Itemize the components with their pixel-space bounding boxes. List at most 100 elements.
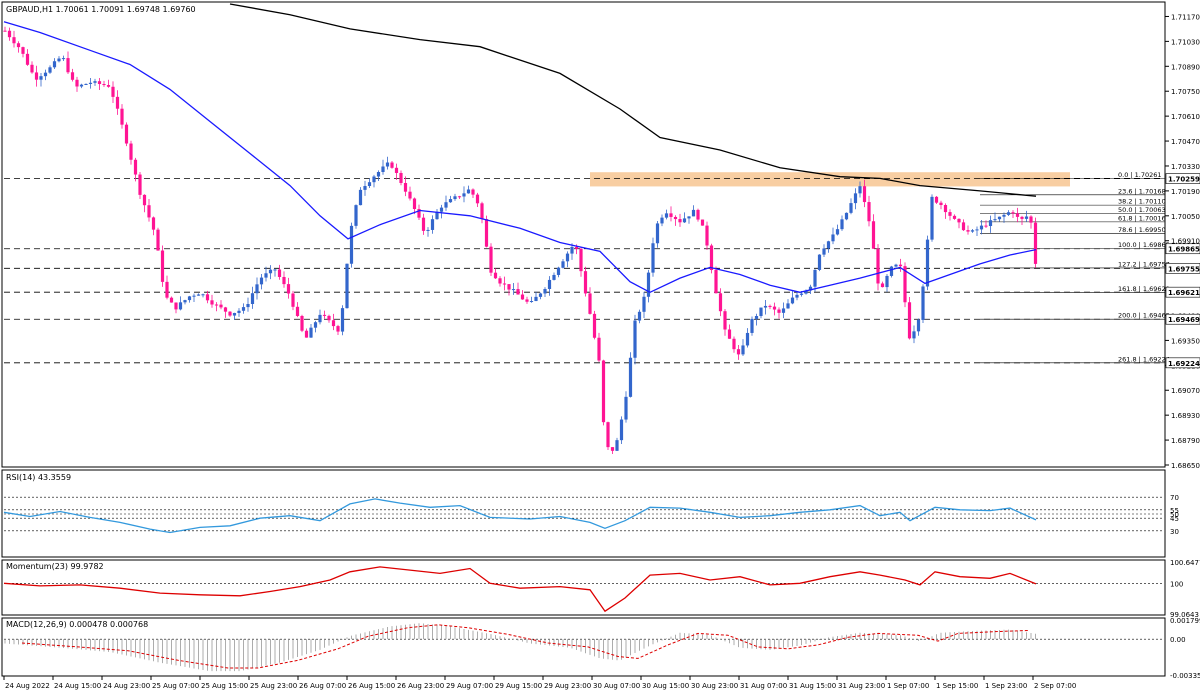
candle-bull [687, 216, 691, 219]
candle-bull [849, 203, 853, 213]
rsi-tick-label: 30 [1170, 528, 1179, 536]
momentum-tick-label: 100 [1170, 580, 1183, 588]
time-tick-label: 24 Aug 2022 [5, 682, 50, 690]
candle-bear [457, 196, 462, 198]
macd-indicator: 0.001799 0.00 -0.003359 [4, 617, 1200, 680]
time-tick-label: 25 Aug 23:00 [250, 682, 297, 690]
candle-bull [52, 61, 57, 68]
candle-bear [966, 230, 970, 232]
candle-bear [876, 248, 880, 284]
candlesticks [3, 26, 1038, 455]
candle-bull [822, 248, 826, 255]
rsi-tick-label: 55 [1170, 507, 1179, 515]
moving-average-short [3, 21, 1037, 294]
candle-bear [484, 219, 489, 247]
price-level-tags: 1.70259 1.69865 1.69755 1.69621 1.69469 1.692… [1165, 173, 1200, 369]
candle-bull [979, 225, 984, 230]
candle-bull [858, 186, 862, 194]
candle-bear [219, 304, 223, 308]
candle-bear [34, 72, 39, 80]
fib-label: 261.8 | 1.69224 [1118, 355, 1170, 363]
candle-bull [993, 219, 997, 221]
fib-label: 200.0 | 1.69469 [1118, 312, 1170, 320]
candle-bull [264, 273, 268, 278]
candle-bear [399, 172, 403, 183]
candle-bull [561, 261, 565, 268]
candle-bear [898, 264, 903, 267]
candle-bull [750, 318, 754, 333]
candle-bull [642, 296, 646, 312]
candle-bull [363, 186, 367, 190]
candle-bull [309, 327, 313, 338]
candle-bear [142, 194, 147, 206]
candle-bear [156, 229, 160, 251]
candle-bear [516, 289, 520, 295]
candle-bull [349, 225, 354, 264]
candle-bull [615, 440, 619, 451]
candle-bear [138, 174, 142, 195]
macd-tick-label: 0.00 [1170, 636, 1186, 644]
resistance-zone-box [590, 172, 1070, 187]
candle-bear [97, 81, 102, 85]
fibonacci-levels: 0.0 | 1.70261 23.6 | 1.70168 38.2 | 1.7011… [980, 171, 1170, 363]
candle-bull [790, 297, 795, 304]
candle-bull [556, 267, 561, 275]
candle-bull [930, 196, 934, 240]
candle-bull [759, 307, 763, 317]
candle-bear [907, 302, 912, 339]
candle-bear [507, 284, 511, 290]
time-tick-label: 1 Sep 23:00 [985, 682, 1027, 690]
fib-label: 78.6 | 1.69950 [1118, 226, 1166, 234]
candle-bull [970, 230, 975, 232]
macd-title: MACD(12,26,9) 0.000478 0.000768 [6, 620, 148, 629]
fib-label: 23.6 | 1.70168 [1118, 187, 1166, 195]
candle-bear [597, 337, 601, 361]
candle-bear [111, 86, 115, 97]
candle-bear [1011, 212, 1015, 214]
candle-bear [471, 189, 475, 195]
price-tick-label: 1.70470 [1171, 138, 1200, 146]
candle-bull [57, 58, 61, 62]
candle-bear [777, 309, 781, 313]
candle-bear [390, 162, 394, 168]
candle-bear [943, 204, 948, 213]
time-tick-label: 2 Sep 07:00 [1034, 682, 1076, 690]
candle-bear [21, 47, 25, 54]
candle-bull [997, 216, 1002, 220]
candle-bull [763, 305, 768, 308]
candle-bull [795, 294, 799, 298]
fib-label: 127.2 | 1.69757 [1118, 260, 1170, 268]
time-tick-label: 29 Aug 23:00 [544, 682, 591, 690]
candle-bear [30, 64, 34, 73]
price-tick-label: 1.71030 [1171, 38, 1200, 46]
candle-bear [871, 221, 876, 249]
fib-label: 50.0 | 1.70063 [1118, 206, 1166, 214]
candle-bull [637, 311, 642, 321]
candle-bear [700, 219, 705, 226]
candle-bull [376, 172, 381, 177]
fib-label: 161.8 | 1.69620 [1118, 285, 1170, 293]
candle-bull [543, 288, 547, 294]
candle-bull [781, 308, 786, 313]
candle-bull [318, 314, 322, 323]
candle-bear [934, 196, 939, 203]
candle-bull [246, 304, 250, 308]
candle-bull [754, 316, 759, 319]
candle-bull [741, 345, 745, 355]
time-tick-label: 26 Aug 07:00 [299, 682, 346, 690]
candle-bear [493, 272, 498, 279]
candle-bear [984, 225, 988, 227]
fib-label: 61.8 | 1.70016 [1118, 214, 1166, 222]
candle-bear [867, 202, 871, 222]
fib-label: 100.0 | 1.69865 [1118, 241, 1170, 249]
candle-bear [709, 245, 714, 271]
candle-bull [646, 272, 651, 297]
price-tick-label: 1.68790 [1171, 437, 1200, 445]
price-tick-label: 1.69350 [1171, 337, 1200, 345]
candle-bull [660, 217, 664, 224]
time-axis: 24 Aug 2022 24 Aug 15:00 24 Aug 23:00 25 Au… [3, 676, 1076, 690]
moving-averages [3, 3, 1037, 294]
candle-bull [381, 166, 385, 173]
candle-bull [93, 81, 97, 83]
candle-bear [12, 37, 16, 44]
